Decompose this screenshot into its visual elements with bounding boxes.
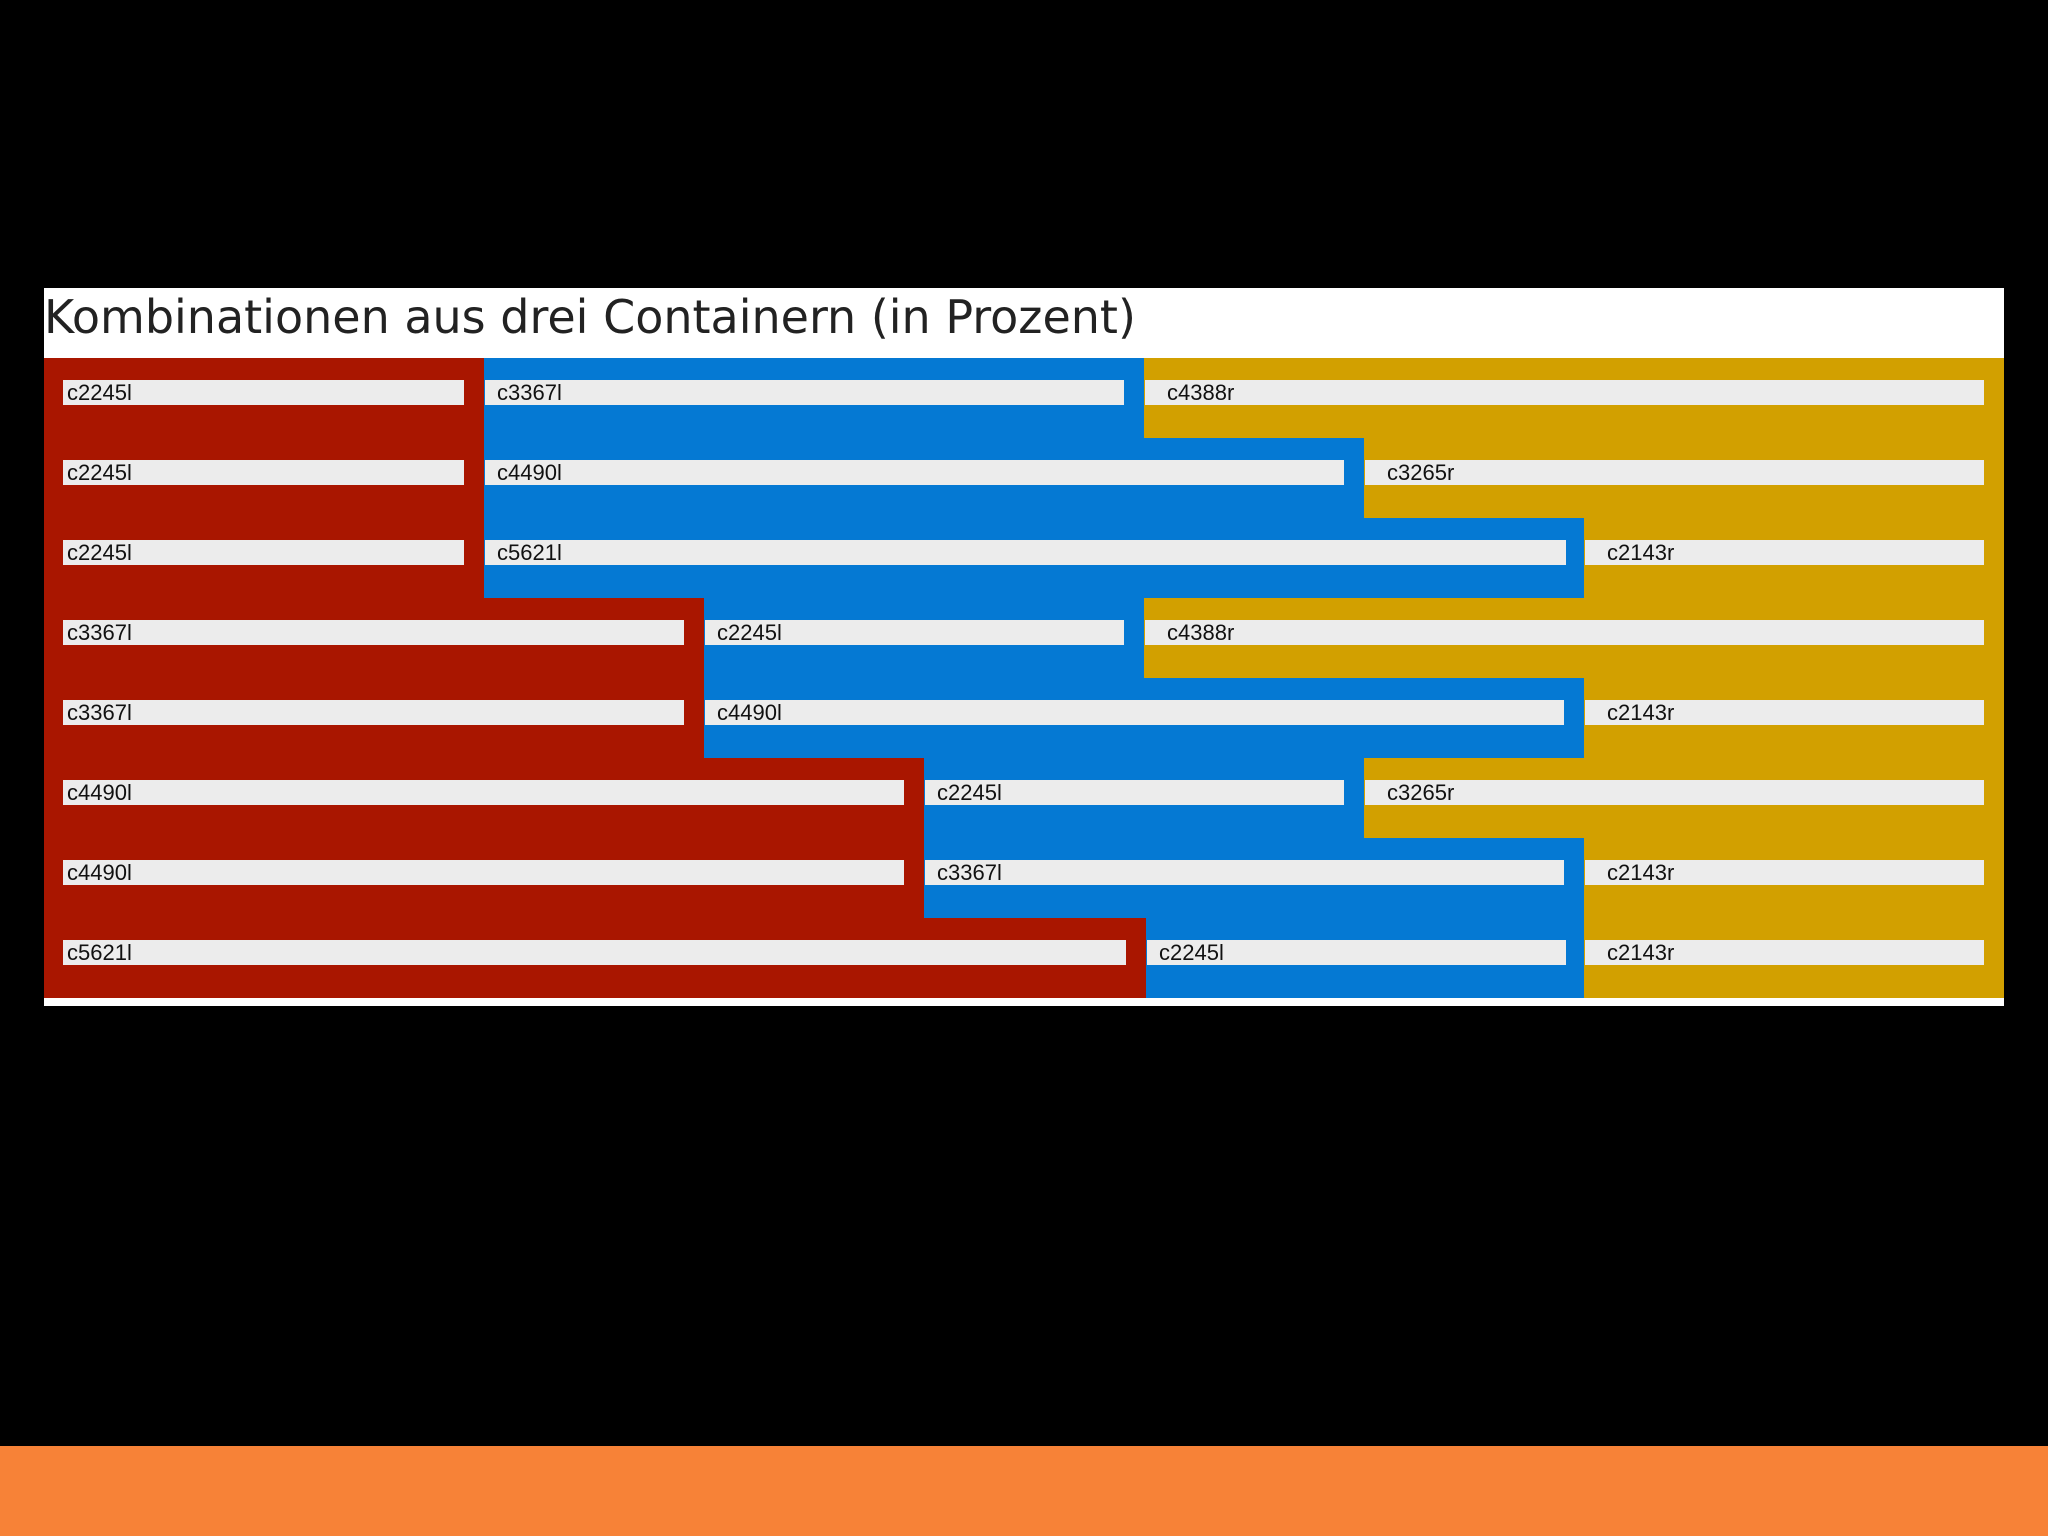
container-label-row-7-2: c3367l <box>925 860 1564 885</box>
container-label-row-2-2: c4490l <box>485 460 1344 485</box>
container-label-row-3-1: c2245l <box>63 540 464 565</box>
container-label-row-1-1: c2245l <box>63 380 464 405</box>
container-label-row-4-3: c4388r <box>1145 620 1984 645</box>
container-label-row-5-3: c2143r <box>1585 700 1984 725</box>
container-label-row-1-3: c4388r <box>1145 380 1984 405</box>
container-label-row-2-3: c3265r <box>1365 460 1984 485</box>
container-label-row-8-2: c2245l <box>1147 940 1566 965</box>
container-label-row-5-1: c3367l <box>63 700 684 725</box>
container-label-row-8-1: c5621l <box>63 940 1126 965</box>
diagram-title: Kombinationen aus drei Containern (in Pr… <box>44 290 1136 344</box>
footer-bar <box>0 1446 2048 1536</box>
container-label-row-5-2: c4490l <box>705 700 1564 725</box>
container-label-row-2-1: c2245l <box>63 460 464 485</box>
container-label-row-6-2: c2245l <box>925 780 1344 805</box>
container-label-row-3-3: c2143r <box>1585 540 1984 565</box>
container-label-row-7-1: c4490l <box>63 860 904 885</box>
container-label-row-4-2: c2245l <box>705 620 1124 645</box>
container-label-row-6-1: c4490l <box>63 780 904 805</box>
container-label-row-4-1: c3367l <box>63 620 684 645</box>
container-label-row-1-2: c3367l <box>485 380 1124 405</box>
container-label-row-7-3: c2143r <box>1585 860 1984 885</box>
container-label-row-6-3: c3265r <box>1365 780 1984 805</box>
container-label-row-8-3: c2143r <box>1585 940 1984 965</box>
container-label-row-3-2: c5621l <box>485 540 1566 565</box>
